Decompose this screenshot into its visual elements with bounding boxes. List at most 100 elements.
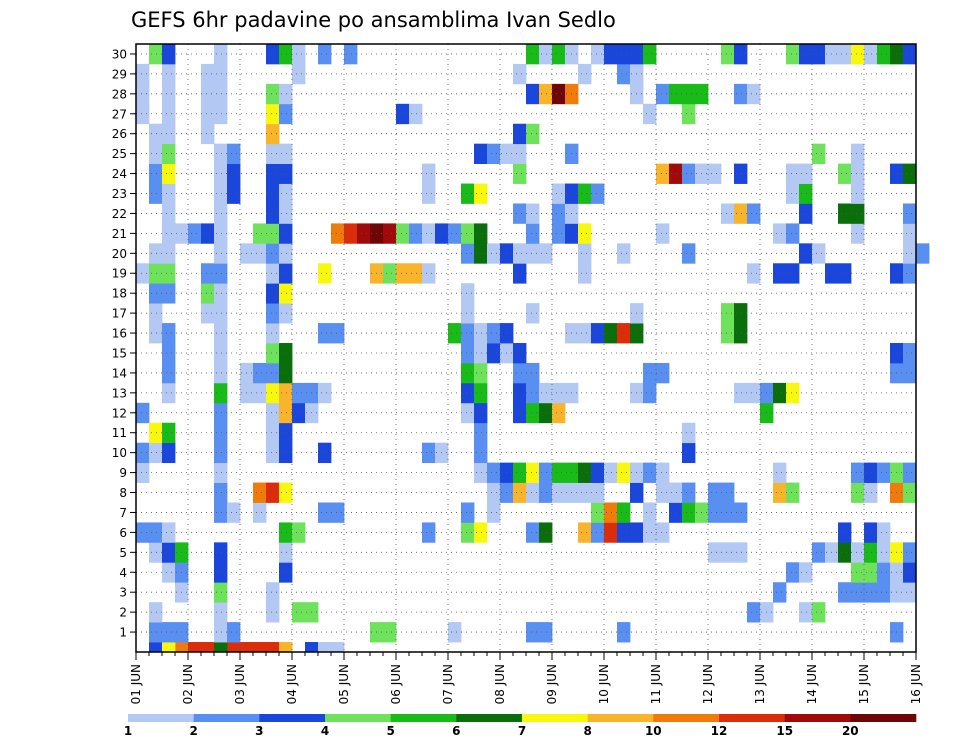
- heatmap-cell: [266, 402, 280, 424]
- heatmap-cell: [357, 223, 371, 244]
- heatmap-cell: [214, 542, 228, 563]
- heatmap-cell: [279, 243, 293, 264]
- legend-swatch: [128, 714, 194, 722]
- heatmap-cell: [240, 642, 254, 653]
- heatmap-cell: [786, 382, 800, 404]
- heatmap-cell: [851, 143, 865, 164]
- heatmap-cell: [669, 502, 683, 523]
- heatmap-cell: [734, 502, 748, 523]
- heatmap-cell: [201, 303, 215, 324]
- heatmap-cell: [539, 382, 553, 404]
- heatmap-cell: [214, 462, 228, 483]
- heatmap-cell: [409, 103, 423, 125]
- heatmap-cell: [903, 223, 917, 244]
- heatmap-cell: [578, 323, 592, 344]
- heatmap-cell: [552, 223, 566, 244]
- heatmap-cell: [214, 243, 228, 264]
- heatmap-cell: [474, 382, 488, 404]
- heatmap-cell: [253, 502, 267, 523]
- heatmap-cell: [292, 382, 306, 404]
- heatmap-cell: [162, 203, 176, 224]
- heatmap-cell: [422, 522, 436, 543]
- heatmap-cell: [279, 44, 293, 65]
- x-tick-label: 12 JUN: [701, 664, 715, 704]
- legend-swatch: [850, 714, 917, 722]
- heatmap-cell: [253, 642, 267, 653]
- x-axis-ticks: 01 JUN 02 JUN 03 JUN 04 JUN 05 JUN 06 JUN 07 J…: [129, 652, 923, 704]
- heatmap-cell: [526, 402, 540, 424]
- x-tick-label: 15 JUN: [857, 664, 871, 704]
- y-tick-label: 10: [112, 446, 127, 460]
- heatmap-cell: [617, 63, 631, 85]
- heatmap-cell: [266, 482, 280, 503]
- heatmap-cell: [838, 582, 852, 603]
- heatmap-cell: [214, 203, 228, 224]
- y-tick-label: 14: [112, 366, 127, 380]
- heatmap-cell: [214, 622, 228, 643]
- heatmap-cell: [526, 44, 540, 65]
- legend-label: 1: [124, 724, 132, 738]
- heatmap-cell: [279, 362, 293, 384]
- legend-swatch: [456, 714, 523, 722]
- heatmap-cell: [578, 482, 592, 503]
- y-tick-label: 8: [119, 486, 127, 500]
- y-tick-label: 29: [112, 67, 127, 81]
- heatmap-cell: [214, 362, 228, 384]
- color-legend: 1 2 3 4 5 6 7 8 10 12 15 20: [124, 714, 917, 738]
- heatmap-cell: [253, 243, 267, 264]
- heatmap-cell: [149, 522, 163, 543]
- heatmap-cell: [539, 402, 553, 424]
- heatmap-cell: [474, 183, 488, 204]
- heatmap-cell: [201, 283, 215, 304]
- heatmap-cell: [513, 163, 527, 184]
- heatmap-cell: [539, 482, 553, 503]
- x-tick-label: 10 JUN: [597, 664, 611, 704]
- heatmap-cell: [266, 243, 280, 264]
- heatmap-cell: [266, 203, 280, 224]
- heatmap-cell: [149, 542, 163, 563]
- heatmap-cell: [266, 103, 280, 125]
- heatmap-cell: [344, 44, 358, 65]
- heatmap-cell: [513, 343, 527, 364]
- heatmap-cell: [201, 642, 215, 653]
- heatmap-cell: [227, 163, 241, 184]
- heatmap-cell: [643, 382, 657, 404]
- heatmap-cell: [513, 263, 527, 284]
- heatmap-cell: [149, 442, 163, 464]
- heatmap-cell: [682, 243, 696, 264]
- heatmap-cell: [474, 442, 488, 464]
- heatmap-cell: [409, 263, 423, 284]
- heatmap-cell: [162, 343, 176, 364]
- heatmap-cell: [864, 482, 878, 503]
- heatmap-cell: [136, 442, 150, 464]
- heatmap-cell: [422, 223, 436, 244]
- heatmap-cell: [539, 44, 553, 65]
- heatmap-cell: [162, 362, 176, 384]
- x-tick-label: 02 JUN: [181, 664, 195, 704]
- heatmap-cell: [812, 243, 826, 264]
- heatmap-cell: [422, 183, 436, 204]
- heatmap-cell: [851, 562, 865, 583]
- heatmap-cell: [734, 44, 748, 65]
- heatmap-cell: [682, 163, 696, 184]
- heatmap-cell: [162, 442, 176, 464]
- heatmap-cell: [773, 462, 787, 483]
- heatmap-cell: [903, 44, 917, 65]
- heatmap-cell: [578, 63, 592, 85]
- heatmap-cell: [721, 44, 735, 65]
- heatmap-cell: [656, 223, 670, 244]
- heatmap-cell: [526, 622, 540, 643]
- heatmap-cell: [539, 462, 553, 483]
- heatmap-cell: [396, 263, 410, 284]
- heatmap-cell: [734, 203, 748, 224]
- heatmap-cell: [461, 323, 475, 344]
- heatmap-cell: [643, 362, 657, 384]
- heatmap-cell: [734, 382, 748, 404]
- heatmap-cell: [799, 243, 813, 264]
- heatmap-cell: [773, 263, 787, 284]
- heatmap-cell: [461, 183, 475, 204]
- heatmap-cell: [487, 462, 501, 483]
- heatmap-cell: [266, 223, 280, 244]
- y-tick-label: 20: [112, 247, 127, 261]
- heatmap-cell: [578, 462, 592, 483]
